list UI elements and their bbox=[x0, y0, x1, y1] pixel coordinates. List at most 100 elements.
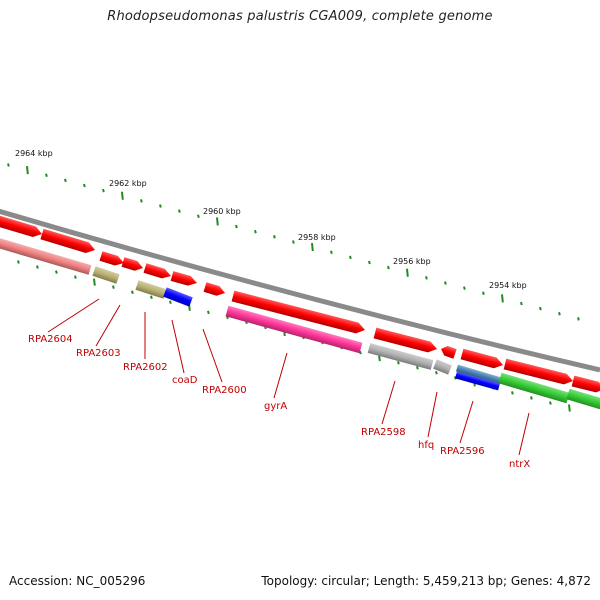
ruler-major-tick bbox=[26, 166, 29, 175]
gene-label: RPA2600 bbox=[202, 385, 247, 396]
gene-feature bbox=[0, 214, 42, 237]
ruler-minor-tick bbox=[140, 199, 143, 203]
ruler-minor-tick bbox=[549, 401, 552, 405]
ruler-minor-tick bbox=[577, 317, 580, 321]
ruler-minor-tick bbox=[463, 286, 466, 290]
label-leader-line bbox=[273, 352, 288, 399]
ruler-minor-tick bbox=[112, 285, 115, 289]
ruler-label: 2962 kbp bbox=[109, 179, 147, 188]
ruler-minor-tick bbox=[17, 260, 20, 264]
ruler-major-tick bbox=[568, 404, 571, 412]
ruler-major-tick bbox=[121, 191, 124, 200]
gene-feature bbox=[203, 282, 226, 296]
map-title: Rhodopseudomonas palustris CGA009, compl… bbox=[107, 9, 493, 24]
label-leader-line bbox=[202, 328, 223, 383]
gene-feature bbox=[231, 290, 365, 334]
gene-feature bbox=[163, 287, 193, 307]
gene-feature bbox=[0, 237, 92, 275]
label-leader-line bbox=[518, 412, 530, 456]
ruler-label: 2958 kbp bbox=[298, 233, 336, 242]
ruler-minor-tick bbox=[235, 224, 238, 229]
gene-feature bbox=[566, 388, 600, 411]
ruler-label: 2956 kbp bbox=[393, 257, 431, 266]
gene-label: coaD bbox=[172, 375, 198, 386]
ruler-minor-tick bbox=[387, 265, 390, 270]
gene-label: RPA2604 bbox=[28, 334, 73, 345]
gene-feature bbox=[456, 364, 502, 385]
gene-feature bbox=[433, 359, 452, 375]
ruler-minor-tick bbox=[7, 163, 10, 167]
ruler-minor-tick bbox=[359, 350, 362, 355]
genome-summary: Topology: circular; Length: 5,459,213 bp… bbox=[261, 574, 591, 588]
genome-backbone bbox=[0, 208, 600, 373]
label-leader-line bbox=[459, 400, 474, 444]
ruler-major-tick bbox=[406, 268, 409, 277]
ruler-minor-tick bbox=[482, 291, 485, 296]
ruler-label: 2964 kbp bbox=[15, 149, 53, 158]
gene-feature bbox=[170, 271, 197, 286]
gene-features bbox=[0, 214, 600, 411]
ruler-minor-tick bbox=[444, 281, 447, 285]
gene-feature bbox=[143, 263, 172, 279]
gene-feature bbox=[373, 327, 438, 353]
ruler-minor-tick bbox=[292, 240, 295, 244]
gene-feature bbox=[135, 280, 167, 299]
gene-label: ntrX bbox=[509, 459, 530, 470]
ruler-minor-tick bbox=[416, 365, 419, 370]
ruler-minor-tick bbox=[74, 275, 77, 279]
ruler-minor-tick bbox=[131, 290, 134, 294]
accession-text: Accession: NC_005296 bbox=[9, 574, 146, 588]
ruler-minor-tick bbox=[178, 209, 181, 213]
label-leader-line bbox=[427, 391, 438, 438]
ruler-minor-tick bbox=[539, 306, 542, 311]
gene-feature bbox=[571, 375, 600, 393]
ruler-minor-tick bbox=[397, 360, 400, 365]
ruler-minor-tick bbox=[530, 396, 533, 400]
ruler-minor-tick bbox=[36, 265, 39, 269]
ruler-minor-tick bbox=[273, 235, 276, 239]
label-leader-line bbox=[171, 319, 185, 374]
ruler-major-tick bbox=[501, 294, 504, 303]
gene-feature bbox=[121, 257, 144, 271]
gene-feature bbox=[503, 358, 574, 385]
ruler-major-tick bbox=[311, 242, 314, 252]
ruler-minor-tick bbox=[435, 371, 438, 375]
ruler-minor-tick bbox=[169, 300, 172, 305]
gene-feature bbox=[225, 305, 363, 354]
label-leader-line bbox=[47, 298, 100, 333]
gene-label: gyrA bbox=[264, 401, 287, 412]
gene-feature bbox=[460, 348, 503, 369]
ruler-minor-tick bbox=[520, 301, 523, 306]
ruler-minor-tick bbox=[45, 173, 48, 178]
gene-label: RPA2596 bbox=[440, 446, 485, 457]
ruler-minor-tick bbox=[558, 312, 561, 316]
ruler-minor-tick bbox=[349, 255, 352, 260]
ruler-minor-tick bbox=[197, 214, 200, 219]
ruler-minor-tick bbox=[511, 391, 514, 395]
ruler-minor-tick bbox=[207, 310, 210, 315]
gene-label: RPA2598 bbox=[361, 427, 406, 438]
gene-feature bbox=[40, 228, 95, 253]
ruler-minor-tick bbox=[55, 270, 58, 274]
label-leader-line bbox=[381, 380, 396, 425]
ruler-minor-tick bbox=[254, 229, 257, 234]
gene-label: RPA2602 bbox=[123, 362, 168, 373]
gene-feature bbox=[498, 372, 570, 404]
gene-label: RPA2603 bbox=[76, 348, 121, 359]
ruler-minor-tick bbox=[64, 178, 67, 183]
gene-feature bbox=[92, 266, 120, 284]
ruler-minor-tick bbox=[102, 188, 105, 193]
ruler-label: 2954 kbp bbox=[489, 281, 527, 290]
ruler-minor-tick bbox=[159, 204, 162, 208]
ruler-minor-tick bbox=[425, 276, 428, 280]
ruler-label: 2960 kbp bbox=[203, 207, 241, 216]
label-leader-line bbox=[95, 304, 121, 347]
gene-feature bbox=[455, 371, 500, 391]
ruler-minor-tick bbox=[368, 260, 371, 265]
ruler-minor-tick bbox=[150, 295, 153, 300]
gene-feature bbox=[441, 346, 457, 359]
ruler-minor-tick bbox=[83, 183, 86, 188]
ruler-minor-tick bbox=[330, 250, 333, 254]
gene-feature bbox=[99, 251, 124, 266]
